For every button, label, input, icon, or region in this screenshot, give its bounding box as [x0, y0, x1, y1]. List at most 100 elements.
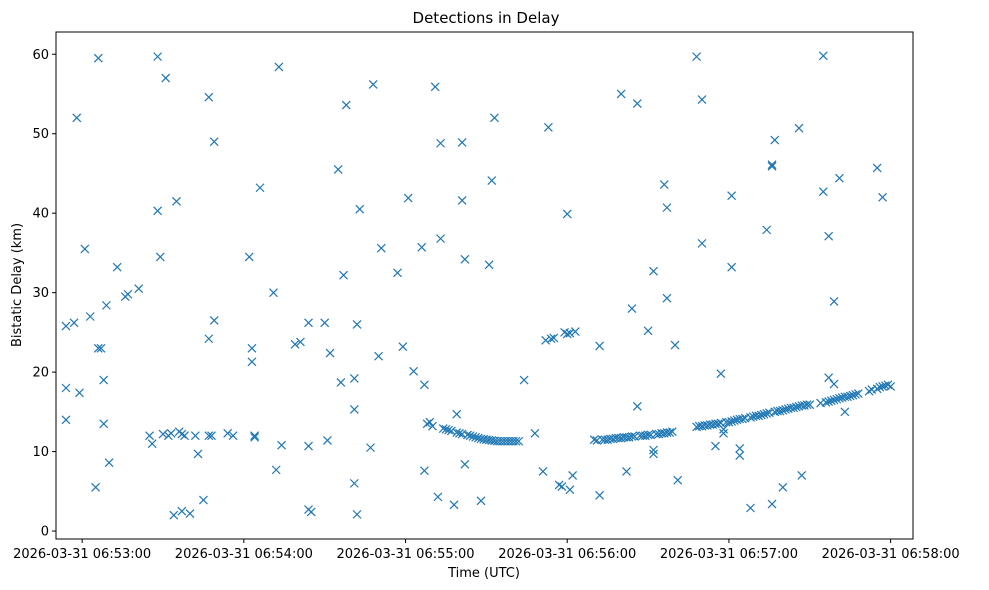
- scatter-point: [228, 431, 238, 441]
- scatter-point: [659, 180, 669, 190]
- scatter-point: [61, 321, 71, 331]
- scatter-point: [737, 414, 747, 424]
- scatter-point: [444, 425, 454, 435]
- scatter-point: [428, 421, 437, 431]
- scatter-point: [436, 234, 445, 244]
- scatter-point: [153, 52, 163, 62]
- scatter-point: [673, 475, 683, 485]
- scatter-point: [851, 389, 861, 399]
- scatter-point: [271, 465, 281, 475]
- scatter-point: [883, 380, 893, 390]
- scatter-point: [166, 428, 176, 438]
- scatter-point: [376, 243, 386, 253]
- scatter-point: [147, 439, 157, 449]
- scatter-point: [80, 244, 90, 254]
- scatter-point: [643, 430, 653, 440]
- scatter-point: [476, 496, 486, 506]
- scatter-point: [805, 400, 815, 410]
- scatter-point: [662, 293, 672, 303]
- scatter-point: [756, 410, 766, 420]
- scatter-point: [177, 506, 187, 516]
- scatter-point: [845, 391, 855, 401]
- scatter-point: [746, 503, 755, 513]
- scatter-point: [304, 318, 313, 328]
- scatter-point: [843, 392, 852, 402]
- scatter-point: [341, 100, 351, 110]
- scatter-point: [835, 173, 844, 183]
- scatter-point: [484, 260, 494, 270]
- x-tick-label: 2026-03-31 06:53:00: [13, 547, 151, 562]
- scatter-point: [719, 428, 728, 438]
- scatter-point: [649, 445, 658, 455]
- scatter-point: [247, 357, 257, 367]
- scatter-point: [393, 268, 402, 278]
- scatter-point: [565, 328, 575, 338]
- scatter-point: [452, 428, 462, 437]
- scatter-point: [767, 160, 777, 170]
- y-tick-label: 60: [32, 48, 49, 63]
- scatter-point: [207, 431, 216, 441]
- scatter-point: [719, 424, 728, 434]
- y-tick-label: 10: [32, 445, 49, 460]
- scatter-point: [665, 428, 675, 437]
- x-axis-ticks: 2026-03-31 06:53:00 2026-03-31 06:54:00 20…: [13, 539, 960, 562]
- scatter-point: [72, 113, 82, 123]
- scatter-point: [336, 378, 346, 387]
- scatter-point: [355, 204, 365, 214]
- y-axis-ticks: 0 10 20 30 40 50 60: [32, 48, 56, 540]
- scatter-point: [430, 82, 440, 92]
- scatter-point: [425, 417, 435, 427]
- scatter-point: [490, 113, 499, 123]
- scatter-point: [546, 334, 556, 344]
- scatter-point: [824, 231, 834, 241]
- scatter-point: [352, 509, 362, 519]
- scatter-point: [511, 436, 521, 446]
- scatter-point: [75, 388, 84, 398]
- scatter-point: [198, 495, 208, 505]
- x-tick-label: 2026-03-31 06:58:00: [822, 547, 960, 562]
- scatter-point: [662, 203, 672, 213]
- scatter-point: [193, 449, 203, 459]
- scatter-point: [487, 176, 497, 186]
- scatter-point: [565, 485, 575, 495]
- scatter-point: [711, 441, 720, 451]
- scatter-point: [468, 432, 478, 441]
- scatter-point: [409, 366, 419, 376]
- scatter-point: [441, 424, 451, 434]
- scatter-point: [169, 510, 179, 520]
- scatter-point: [61, 415, 71, 425]
- scatter-point: [791, 402, 801, 412]
- scatter-point: [320, 318, 330, 328]
- scatter-point: [770, 135, 780, 145]
- x-axis-label: Time (UTC): [447, 566, 520, 581]
- scatter-point: [269, 288, 278, 298]
- scatter-point: [306, 507, 316, 517]
- scatter-point: [204, 431, 214, 441]
- scatter-point: [250, 432, 260, 442]
- scatter-point: [366, 443, 375, 453]
- x-tick-label: 2026-03-31 06:54:00: [175, 547, 313, 562]
- scatter-point: [99, 419, 109, 429]
- scatter-point: [223, 428, 233, 438]
- scatter-point: [875, 382, 885, 392]
- scatter-point: [886, 381, 896, 391]
- scatter-point: [368, 80, 378, 89]
- scatter-point: [568, 471, 578, 480]
- scatter-point: [824, 373, 834, 383]
- scatter-point: [99, 375, 109, 385]
- scatter-point: [864, 386, 874, 396]
- scatter-point: [85, 312, 95, 321]
- y-axis-label: Bistatic Delay (km): [10, 223, 25, 347]
- scatter-point: [829, 395, 839, 405]
- scatter-point: [155, 252, 165, 262]
- scatter-point: [754, 411, 764, 421]
- scatter-point: [692, 52, 702, 62]
- scatter-point: [446, 426, 456, 436]
- scatter-point: [759, 409, 769, 419]
- scatter-point: [180, 431, 189, 441]
- scatter-point: [818, 51, 828, 61]
- scatter-series: [61, 51, 896, 520]
- scatter-point: [727, 191, 737, 201]
- scatter-point: [457, 138, 467, 147]
- scatter-point: [570, 327, 580, 337]
